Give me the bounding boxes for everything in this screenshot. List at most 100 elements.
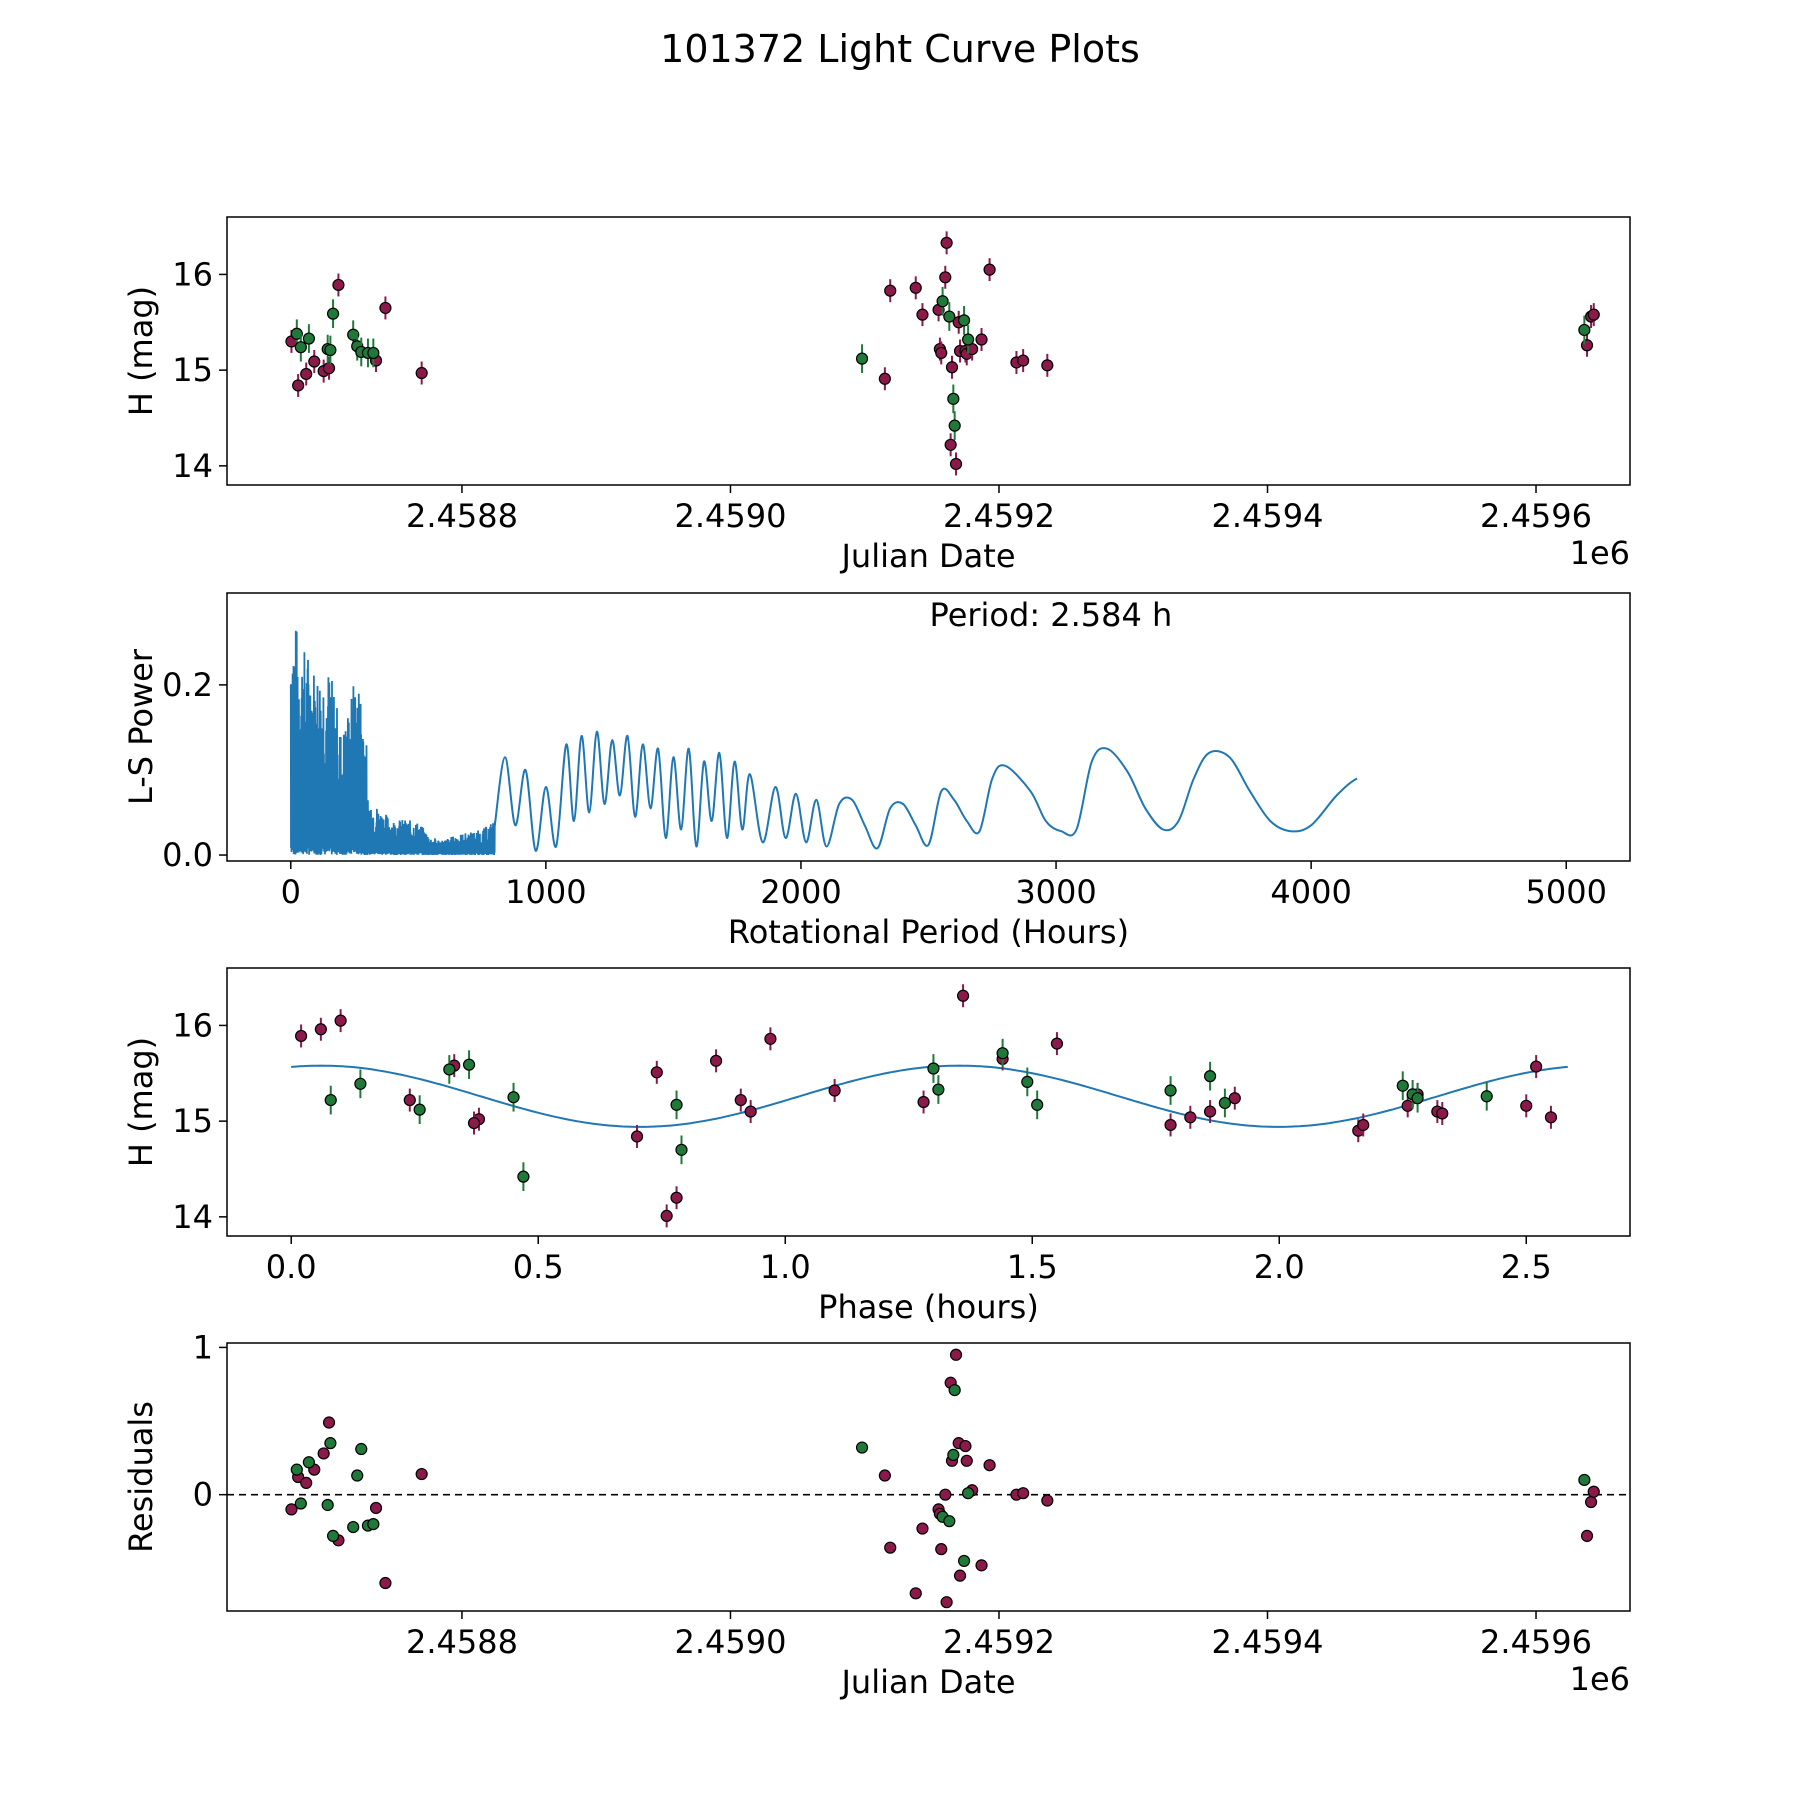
- periodogram-x-tick-label: 2000: [760, 873, 841, 911]
- phase-point-red: [917, 1095, 930, 1109]
- residuals-point-green: [1578, 1473, 1591, 1487]
- phase-y-tick-label: 14: [172, 1198, 213, 1236]
- residuals-point-green: [302, 1456, 315, 1469]
- phase-point-red: [1520, 1099, 1533, 1112]
- residuals-point-green: [355, 1442, 368, 1456]
- residuals-point-red: [1017, 1487, 1030, 1500]
- phase-x-axis-label: Phase (hours): [818, 1288, 1039, 1326]
- residuals-x-offset-label: 1e6: [1570, 1660, 1630, 1698]
- light-curve-point-red: [975, 333, 988, 346]
- period-annotation: Period: 2.584 h: [930, 596, 1173, 634]
- phase-point-green: [1218, 1096, 1232, 1110]
- light-curve-point-red: [332, 278, 345, 292]
- light-curve-point-green: [326, 307, 340, 320]
- figure-title: 101372 Light Curve Plots: [660, 27, 1140, 71]
- phase-x-tick-label: 1.0: [760, 1248, 811, 1286]
- phase-y-tick-label: 15: [172, 1102, 213, 1140]
- light-curve-point-red: [1041, 359, 1054, 372]
- periodogram-y-axis-label: L-S Power: [122, 648, 160, 805]
- light-curve-y-tick-label: 15: [172, 351, 213, 389]
- light-curve-point-green: [1578, 323, 1591, 337]
- periodogram-x-tick-label: 5000: [1526, 873, 1607, 911]
- light-curve-x-offset-label: 1e6: [1570, 534, 1630, 572]
- phase-point-green: [1411, 1092, 1424, 1105]
- residuals-point-red: [1041, 1494, 1054, 1507]
- light-curve-point-red: [939, 271, 952, 284]
- light-curve-point-green: [294, 341, 307, 354]
- phase-point-red: [828, 1084, 841, 1097]
- residuals-point-red: [415, 1467, 428, 1481]
- residuals-point-red: [975, 1559, 988, 1572]
- phase-point-red: [467, 1116, 481, 1130]
- phase-point-green: [324, 1093, 337, 1107]
- light-curve-point-green: [347, 328, 360, 341]
- residuals-point-red: [940, 1596, 953, 1609]
- light-curve-point-green: [962, 333, 975, 346]
- periodogram-x-tick-label: 1000: [505, 873, 586, 911]
- periodogram-panel: 0 1000 2000 3000 4000 5000 0.0 0.2 Rotational P…: [122, 592, 1631, 951]
- residuals-point-green: [962, 1487, 975, 1500]
- phase-point-green: [354, 1077, 367, 1090]
- phase-point-red: [1357, 1118, 1370, 1132]
- residuals-x-tick-label: 2.4592: [943, 1623, 1055, 1661]
- light-curve-point-red: [940, 236, 953, 249]
- residuals-point-red: [953, 1569, 967, 1582]
- light-curve-point-red: [322, 362, 336, 375]
- residuals-x-tick-label: 2.4596: [1480, 1623, 1592, 1661]
- residuals-point-green: [351, 1469, 364, 1482]
- phase-point-green: [462, 1058, 476, 1071]
- periodogram-x-axis-label: Rotational Period (Hours): [728, 913, 1129, 951]
- light-curve-point-green: [302, 332, 315, 345]
- periodogram-x-tick-label: 0: [281, 873, 301, 911]
- phase-x-tick-label: 2.0: [1254, 1248, 1305, 1286]
- phase-point-red: [1164, 1118, 1177, 1132]
- light-curve-x-tick-label: 2.4594: [1212, 497, 1324, 535]
- residuals-point-red: [909, 1587, 922, 1600]
- light-curve-point-red: [379, 301, 392, 315]
- light-curve-point-green: [855, 352, 869, 365]
- residuals-point-red: [322, 1416, 336, 1429]
- phase-point-red: [1228, 1092, 1241, 1105]
- residuals-point-red: [285, 1503, 298, 1516]
- light-curve-x-tick-label: 2.4592: [943, 497, 1055, 535]
- residuals-point-green: [324, 1437, 337, 1450]
- residuals-point-red: [939, 1488, 952, 1501]
- light-curve-point-red: [292, 379, 305, 392]
- light-curve-panel: 2.4588 2.4590 2.4592 2.4594 2.4596 14 15 16 Jul…: [122, 216, 1631, 575]
- phase-point-green: [413, 1103, 426, 1116]
- residuals-point-green: [947, 1448, 960, 1462]
- residuals-point-red: [1584, 1495, 1598, 1509]
- periodogram-axes-frame: [226, 592, 1631, 862]
- residuals-x-tick-label: 2.4588: [406, 1623, 518, 1661]
- phase-point-green: [932, 1083, 945, 1096]
- light-curve-point-green: [367, 346, 380, 360]
- light-curve-point-red: [945, 361, 959, 374]
- periodogram-power-line: [493, 730, 1358, 852]
- light-curve-axes-frame: [226, 216, 1631, 486]
- light-curve-point-red: [909, 281, 922, 294]
- periodogram-x-tick-label: 4000: [1270, 873, 1351, 911]
- phase-point-green: [1164, 1084, 1177, 1097]
- phase-point-red: [295, 1029, 308, 1043]
- residuals-y-tick-label: 0: [193, 1476, 213, 1514]
- light-curve-y-tick-label: 16: [172, 255, 213, 293]
- residuals-y-axis-label: Residuals: [122, 1401, 160, 1553]
- phase-point-green: [996, 1047, 1009, 1060]
- phase-point-red: [334, 1014, 347, 1027]
- light-curve-point-red: [1587, 308, 1600, 321]
- residuals-x-tick-label: 2.4594: [1212, 1623, 1324, 1661]
- residuals-point-green: [290, 1463, 303, 1476]
- phase-point-green: [670, 1098, 683, 1111]
- light-curve-point-red: [878, 372, 891, 385]
- light-curve-point-red: [308, 355, 321, 368]
- light-curve-y-tick-label: 14: [172, 447, 213, 485]
- light-curve-point-green: [324, 343, 337, 357]
- residuals-point-green: [367, 1518, 380, 1531]
- residuals-x-tick-label: 2.4590: [674, 1623, 786, 1661]
- residuals-point-red: [369, 1501, 383, 1515]
- phase-y-axis-label: H (mag): [122, 1037, 160, 1167]
- light-curve-point-red: [916, 308, 929, 321]
- residuals-point-red: [300, 1476, 313, 1489]
- phase-point-green: [507, 1091, 520, 1104]
- light-curve-point-red: [1580, 339, 1594, 352]
